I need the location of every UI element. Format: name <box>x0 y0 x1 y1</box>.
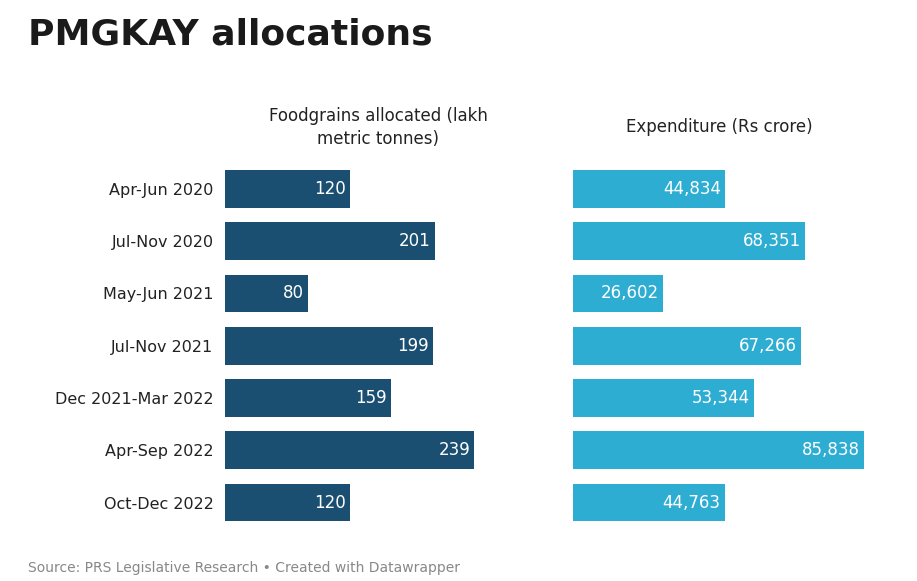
Text: 68,351: 68,351 <box>743 232 801 250</box>
Text: 120: 120 <box>315 494 346 511</box>
Text: 44,834: 44,834 <box>663 180 721 198</box>
Text: 120: 120 <box>315 180 346 198</box>
Bar <box>225 432 474 469</box>
Bar <box>225 170 350 207</box>
Bar <box>573 327 801 364</box>
Bar <box>573 275 663 312</box>
Bar <box>225 379 391 417</box>
Text: 239: 239 <box>438 442 470 459</box>
Text: 67,266: 67,266 <box>739 337 797 354</box>
Text: Foodgrains allocated (lakh
metric tonnes): Foodgrains allocated (lakh metric tonnes… <box>269 106 488 148</box>
Bar <box>573 432 864 469</box>
Text: 159: 159 <box>355 389 387 407</box>
Bar <box>225 275 308 312</box>
Text: Source: PRS Legislative Research • Created with Datawrapper: Source: PRS Legislative Research • Creat… <box>28 561 459 575</box>
Bar <box>573 484 724 521</box>
Bar <box>225 223 435 260</box>
Bar <box>225 327 433 364</box>
Text: 201: 201 <box>399 232 430 250</box>
Text: Expenditure (Rs crore): Expenditure (Rs crore) <box>626 118 813 136</box>
Text: 26,602: 26,602 <box>601 285 659 302</box>
Text: 44,763: 44,763 <box>663 494 721 511</box>
Text: 85,838: 85,838 <box>801 442 860 459</box>
Text: 199: 199 <box>397 337 428 354</box>
Bar <box>573 170 725 207</box>
Text: 53,344: 53,344 <box>691 389 750 407</box>
Bar <box>573 379 754 417</box>
Bar <box>573 223 804 260</box>
Bar <box>225 484 350 521</box>
Text: PMGKAY allocations: PMGKAY allocations <box>28 17 432 52</box>
Text: 80: 80 <box>283 285 304 302</box>
